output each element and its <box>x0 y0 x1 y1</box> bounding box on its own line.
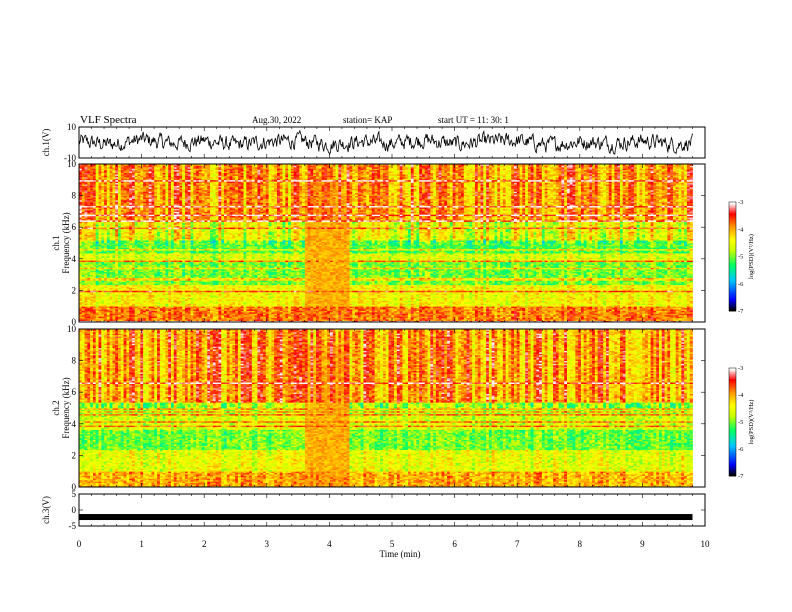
x-tick-label: 5 <box>390 539 395 549</box>
spectrogram-cells <box>79 329 693 488</box>
ch3-waveform-panel: 5 0 -5 ch.3(V) <box>41 489 706 531</box>
colorbar-tick-label: -5 <box>738 254 743 261</box>
x-tick-label: 0 <box>77 539 82 549</box>
date-label: Aug.30, 2022 <box>252 115 301 125</box>
colorbar-tick-label: -3 <box>738 199 743 206</box>
x-axis-label: Time (min) <box>380 549 421 559</box>
y-tick-label: 5 <box>72 489 77 499</box>
y-tick-label: 2 <box>72 285 77 295</box>
figure-title: VLF Spectra <box>80 114 137 126</box>
panel-frame <box>78 493 706 527</box>
x-tick-label: 3 <box>265 539 270 549</box>
ch1-colorbar: -3 -4 -5 -6 -7 log(PSD)(V²/Hz) <box>728 199 755 315</box>
x-tick-label: 7 <box>515 539 520 549</box>
y-tick-label: 6 <box>72 222 77 232</box>
colorbar-frame <box>728 367 737 477</box>
colorbar-tick-label: -7 <box>738 308 744 315</box>
colorbar-tick-label: -6 <box>738 281 744 288</box>
y-tick-label: 8 <box>72 191 77 201</box>
y-tick-label: 2 <box>72 450 77 460</box>
x-tick-label: 10 <box>701 539 711 549</box>
y-tick-label: -10 <box>64 153 76 163</box>
y-axis-label: ch.1(V) <box>41 129 51 157</box>
colorbar-label: log(PSD)(V²/Hz) <box>748 400 755 445</box>
x-tick-label: 9 <box>640 539 645 549</box>
y-tick-label: 0 <box>72 505 77 515</box>
colorbar-tick-label: -4 <box>738 392 744 399</box>
y-axis-label: Frequency (kHz) <box>61 377 71 438</box>
y-tick-label: 4 <box>72 254 77 264</box>
ch1-spectrogram-panel: 0 2 4 6 8 10 ch.1 Frequency (kHz) <box>51 159 706 327</box>
y-axis-label: ch.1 <box>51 235 61 250</box>
start-time-label: start UT = 11: 30: 1 <box>438 115 509 125</box>
y-tick-label: 10 <box>67 159 77 169</box>
y-tick-label: 6 <box>72 387 77 397</box>
x-tick-label: 8 <box>578 539 583 549</box>
colorbar-tick-label: -5 <box>738 419 743 426</box>
y-tick-label: 10 <box>67 122 77 132</box>
ch3-waveform-band <box>79 514 693 521</box>
y-tick-label: 8 <box>72 356 77 366</box>
y-tick-label: 4 <box>72 419 77 429</box>
colorbar-frame <box>728 201 737 312</box>
y-tick-label: 0 <box>72 317 77 327</box>
colorbar-label: log(PSD)(V²/Hz) <box>748 234 755 279</box>
colorbar-tick-label: -6 <box>738 446 744 453</box>
ch1-waveform-panel: 10 -10 ch.1(V) <box>41 122 706 163</box>
ch2-spectrogram-panel: 0 2 4 6 8 10 ch.2 Frequency (kHz) <box>51 324 706 492</box>
time-axis: Time (min) 0 1 2 3 4 5 6 7 8 9 10 <box>77 539 710 559</box>
colorbar-tick-label: -4 <box>738 226 744 233</box>
x-tick-label: 1 <box>139 539 144 549</box>
y-axis-label: ch.2 <box>51 400 61 415</box>
colorbar-tick-label: -3 <box>738 365 743 372</box>
y-tick-label: -5 <box>69 521 77 531</box>
ch2-colorbar: -3 -4 -5 -6 -7 log(PSD)(V²/Hz) <box>728 365 755 480</box>
x-tick-label: 4 <box>327 539 332 549</box>
x-tick-label: 6 <box>452 539 457 549</box>
colorbar-tick-label: -7 <box>738 473 744 480</box>
y-tick-label: 0 <box>72 482 77 492</box>
station-label: station= KAP <box>343 115 392 125</box>
spectrogram-cells <box>79 164 693 323</box>
ch1-waveform-line <box>78 130 693 155</box>
y-axis-label: ch.3(V) <box>41 496 51 524</box>
y-axis-label: Frequency (kHz) <box>61 212 71 273</box>
x-tick-label: 2 <box>202 539 207 549</box>
y-tick-label: 10 <box>67 324 77 334</box>
